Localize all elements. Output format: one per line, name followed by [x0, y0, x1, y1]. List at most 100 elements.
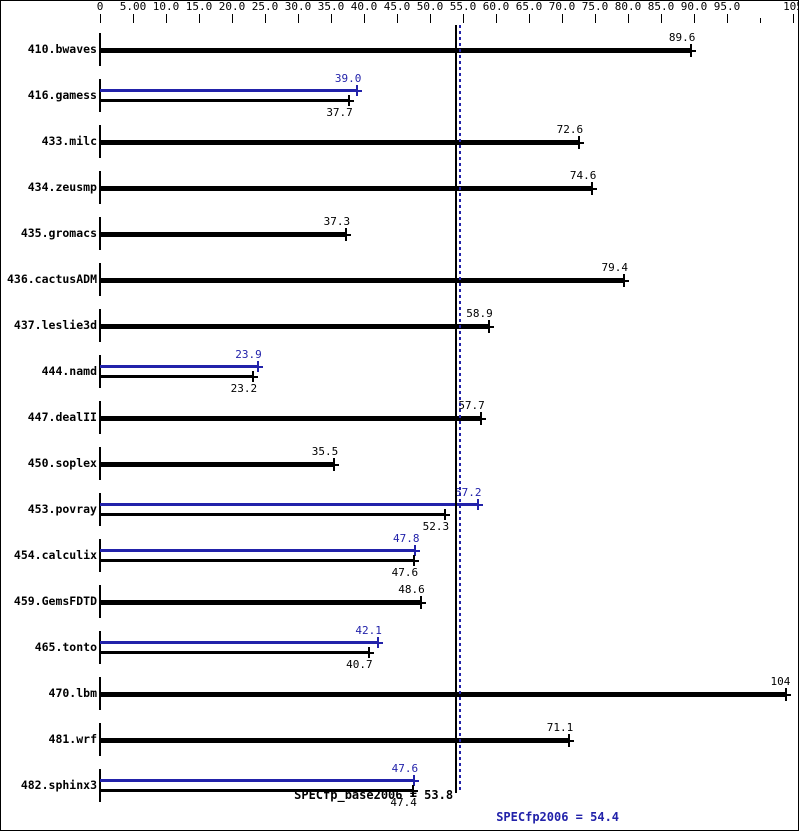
- benchmark-row: 470.lbm 104: [1, 671, 798, 717]
- x-axis-tick-major: [265, 14, 266, 23]
- x-axis-tick-major: [496, 14, 497, 23]
- benchmark-row-label: 482.sphinx3: [20, 778, 97, 792]
- x-axis-tick-label: 45.0: [383, 0, 411, 13]
- base-bar: [100, 186, 593, 191]
- peak-bar-whisker: [409, 780, 420, 782]
- benchmark-row: 459.GemsFDTD 48.6: [1, 579, 798, 625]
- base-bar-whisker: [440, 514, 451, 516]
- base-bar: [100, 462, 335, 467]
- x-axis-tick-major: [529, 14, 530, 23]
- x-axis-tick-label: 30.0: [284, 0, 312, 13]
- row-axis-baseline: [99, 355, 101, 388]
- benchmark-row-label: 416.gamess: [27, 88, 97, 102]
- peak-bar-whisker: [372, 642, 383, 644]
- base-bar-whisker: [564, 740, 575, 742]
- x-axis-tick-label: 0: [96, 0, 104, 13]
- x-axis-tick-major: [199, 14, 200, 23]
- x-axis-tick-major: [133, 14, 134, 23]
- peak-value-label: 47.8: [392, 532, 420, 545]
- base-bar-whisker: [415, 602, 426, 604]
- x-axis-tick-major: [595, 14, 596, 23]
- row-axis-baseline: [99, 769, 101, 802]
- x-axis-tick-label: 95.0: [713, 0, 741, 13]
- x-axis-tick-major: [298, 14, 299, 23]
- x-axis-tick-label: 70.0: [548, 0, 576, 13]
- base-bar: [100, 278, 625, 283]
- benchmark-row: 481.wrf 71.1: [1, 717, 798, 763]
- x-axis-tick-major: [694, 14, 695, 23]
- x-axis-tick-label: 80.0: [614, 0, 642, 13]
- peak-bar-whisker: [352, 90, 363, 92]
- base-bar-whisker: [619, 280, 630, 282]
- benchmark-row: 454.calculix 47.8 47.6: [1, 532, 798, 579]
- base-bar: [100, 416, 481, 421]
- base-bar-whisker: [407, 790, 418, 792]
- base-bar-whisker: [341, 234, 352, 236]
- x-axis-tick-label: 50.0: [416, 0, 444, 13]
- peak-value-label: 23.9: [235, 348, 262, 361]
- base-bar-whisker: [363, 652, 374, 654]
- specfp-peak-summary: SPECfp2006 = 54.4: [496, 810, 620, 824]
- base-value-label: 40.7: [346, 658, 373, 671]
- reference-line-specfp-base2006: [455, 25, 457, 793]
- benchmark-row-label: 447.dealII: [27, 410, 97, 424]
- base-value-label: 79.4: [601, 261, 629, 274]
- x-axis-tick-label: 55.0: [449, 0, 477, 13]
- benchmark-row: 450.soplex 35.5: [1, 441, 798, 487]
- row-axis-baseline: [99, 539, 101, 572]
- base-value-label: 71.1: [546, 721, 574, 734]
- base-bar-whisker: [587, 188, 598, 190]
- benchmark-row: 482.sphinx3 47.6 47.4: [1, 763, 798, 809]
- base-bar-whisker: [475, 418, 486, 420]
- benchmark-row-label: 470.lbm: [48, 686, 97, 700]
- benchmark-row-label: 444.namd: [41, 364, 97, 378]
- x-axis-tick-label: 105: [783, 0, 798, 13]
- x-axis-tick-major: [331, 14, 332, 23]
- base-bar: [100, 375, 254, 378]
- base-bar: [100, 789, 413, 792]
- benchmark-row: 435.gromacs 37.3: [1, 211, 798, 257]
- base-value-label: 37.7: [326, 106, 353, 119]
- x-axis-tick-major: [166, 14, 167, 23]
- row-axis-baseline: [99, 493, 101, 526]
- benchmark-row-label: 434.zeusmp: [27, 180, 97, 194]
- benchmark-row-label: 481.wrf: [48, 732, 97, 746]
- base-value-label: 37.3: [323, 215, 351, 228]
- x-axis-tick-major: [727, 14, 728, 23]
- benchmark-row-label: 454.calculix: [13, 548, 97, 562]
- benchmark-row: 433.milc 72.6: [1, 119, 798, 165]
- peak-bar-whisker: [472, 504, 483, 506]
- base-bar-whisker: [574, 142, 585, 144]
- base-value-label: 35.5: [311, 445, 339, 458]
- benchmark-row: 447.dealII 57.7: [1, 395, 798, 441]
- base-bar: [100, 513, 446, 516]
- benchmark-row: 444.namd 23.9 23.2: [1, 348, 798, 395]
- base-bar-whisker: [483, 326, 494, 328]
- x-axis-tick-major: [430, 14, 431, 23]
- peak-bar-whisker: [252, 366, 263, 368]
- base-value-label: 104: [770, 675, 791, 688]
- x-axis-tick-label: 10.0: [152, 0, 180, 13]
- x-axis-tick-label: 60.0: [482, 0, 510, 13]
- base-bar-whisker: [409, 560, 420, 562]
- x-axis: 0 5.00 10.0 15.0 20.0 25.0 30.0 35.0 40.0 45.0 50.…: [1, 0, 798, 25]
- base-bar-whisker: [329, 464, 340, 466]
- base-value-label: 48.6: [398, 583, 425, 596]
- benchmark-row-label: 410.bwaves: [27, 42, 97, 56]
- benchmark-row-label: 433.milc: [41, 134, 97, 148]
- x-axis-tick-label: 40.0: [350, 0, 378, 13]
- x-axis-tick-label: 20.0: [218, 0, 246, 13]
- benchmark-row-label: 435.gromacs: [20, 226, 97, 240]
- peak-bar: [100, 365, 258, 368]
- benchmark-row: 434.zeusmp 74.6: [1, 165, 798, 211]
- base-value-label: 52.3: [422, 520, 450, 533]
- peak-value-label: 39.0: [334, 72, 362, 85]
- specfp-base-summary: SPECfp_base2006 = 53.8: [294, 788, 454, 802]
- x-axis-tick-major: [364, 14, 365, 23]
- base-bar: [100, 600, 421, 605]
- peak-bar: [100, 779, 415, 782]
- peak-bar: [100, 549, 416, 552]
- base-bar: [100, 738, 570, 743]
- base-bar-whisker: [343, 100, 354, 102]
